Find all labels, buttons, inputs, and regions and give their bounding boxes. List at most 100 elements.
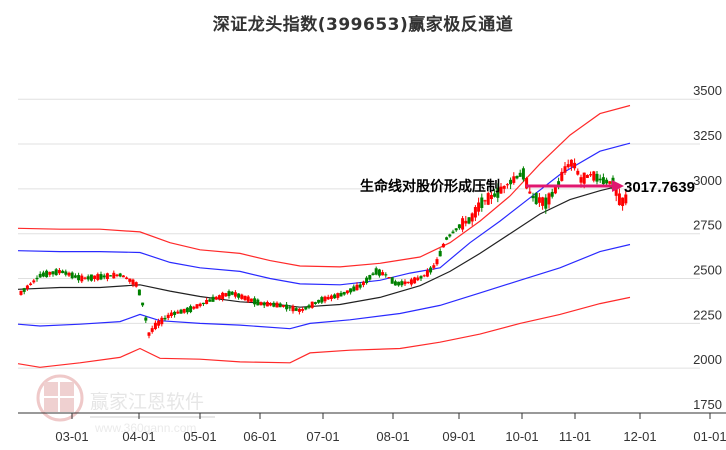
candle-body (486, 193, 490, 205)
candle-body (361, 281, 365, 286)
candle-body (25, 285, 29, 289)
candle-body (227, 291, 231, 297)
candle-body (304, 307, 308, 310)
candle-body (192, 306, 196, 309)
candle-body (525, 177, 529, 189)
candle-body (22, 288, 26, 292)
candle-body (246, 296, 250, 302)
candle-body (537, 197, 541, 203)
candle-body (281, 305, 285, 307)
candle-body (147, 332, 151, 336)
candle-body (134, 282, 138, 287)
watermark-brand: 赢家江恩软件 (90, 391, 204, 413)
candle-body (454, 228, 458, 231)
candle-body (41, 272, 45, 277)
candle-body (499, 186, 503, 194)
y-axis-labels: 3500 3250 3000 2750 2500 2250 2000 1750 (693, 83, 722, 412)
candle-body (125, 277, 129, 280)
candle-body (115, 274, 119, 276)
candle-body (224, 293, 228, 297)
candle-body (19, 290, 23, 295)
candle-body (29, 283, 33, 286)
candle-body (381, 272, 385, 276)
candle-body (349, 288, 353, 293)
candle-body (297, 308, 301, 312)
candle-body (467, 217, 471, 224)
candle-body (275, 302, 279, 308)
candle-body (86, 276, 90, 280)
candle-body (387, 277, 391, 279)
candle-body (89, 274, 93, 281)
candle-body (243, 295, 247, 300)
candle-body (64, 271, 68, 275)
candle-body (390, 277, 394, 284)
candle-body (576, 170, 580, 175)
candle-body (585, 174, 589, 178)
candle-body (621, 197, 625, 206)
candle-body (121, 275, 125, 278)
y-tick-label: 3250 (693, 128, 722, 143)
candle-body (38, 273, 42, 278)
candle-body (438, 250, 442, 257)
candle-body (256, 299, 260, 306)
candle-body (157, 320, 161, 326)
candle-body (569, 159, 573, 167)
candle-body (425, 270, 429, 277)
candle-body (144, 317, 148, 321)
candle-body (150, 328, 154, 332)
candle-body (310, 301, 314, 308)
inner-upper-band-line (17, 142, 631, 286)
candle-body (614, 186, 618, 196)
candle-body (265, 302, 269, 307)
x-axis-labels: 03-01 04-01 05-01 06-01 07-01 08-01 09-01 10-01… (55, 413, 726, 444)
candle-body (358, 284, 362, 288)
watermark: 赢家江恩软件 www.360gann.com (36, 374, 215, 435)
y-tick-label: 3000 (693, 173, 722, 188)
candle-body (592, 171, 596, 181)
candle-body (336, 293, 340, 298)
channel-bands (17, 104, 631, 368)
candle-body (61, 270, 65, 274)
outer-lower-band-line (17, 296, 631, 368)
candle-body (598, 178, 602, 181)
y-tick-label: 2500 (693, 263, 722, 278)
candle-body (93, 275, 97, 280)
candle-body (320, 297, 324, 303)
candle-body (464, 220, 468, 224)
candle-body (317, 299, 321, 303)
candle-body (70, 272, 74, 279)
candle-body (377, 269, 381, 276)
candle-body (173, 311, 177, 315)
candle-body (547, 193, 551, 205)
candle-body (237, 293, 241, 298)
annotation: 生命线对股价形成压制 3017.7639 (360, 178, 695, 196)
annotation-value: 3017.7639 (624, 179, 695, 196)
watermark-url: www.360gann.com (94, 421, 196, 435)
candle-body (461, 218, 465, 230)
candle-body (573, 162, 577, 169)
candle-body (323, 296, 327, 302)
candle-body (345, 290, 349, 294)
candle-body (579, 177, 583, 183)
candle-body (534, 193, 538, 205)
candle-body (451, 231, 455, 234)
candle-body (432, 265, 436, 268)
candle-body (541, 197, 545, 206)
candle-body (233, 292, 237, 297)
candle-body (278, 303, 282, 308)
candle-body (189, 306, 193, 313)
y-tick-label: 2000 (693, 352, 722, 367)
candle-body (531, 195, 535, 199)
arrow-head-icon (612, 180, 624, 192)
candlesticks (19, 158, 628, 339)
candle-body (176, 311, 180, 314)
candle-body (441, 243, 445, 248)
candle-body (496, 187, 500, 198)
x-tick-label: 10-01 (505, 429, 538, 444)
candle-body (617, 193, 621, 206)
candle-body (249, 298, 253, 302)
candle-body (515, 176, 519, 179)
annotation-text: 生命线对股价形成压制 (360, 178, 500, 195)
candle-body (32, 280, 36, 283)
candle-body (582, 172, 586, 184)
